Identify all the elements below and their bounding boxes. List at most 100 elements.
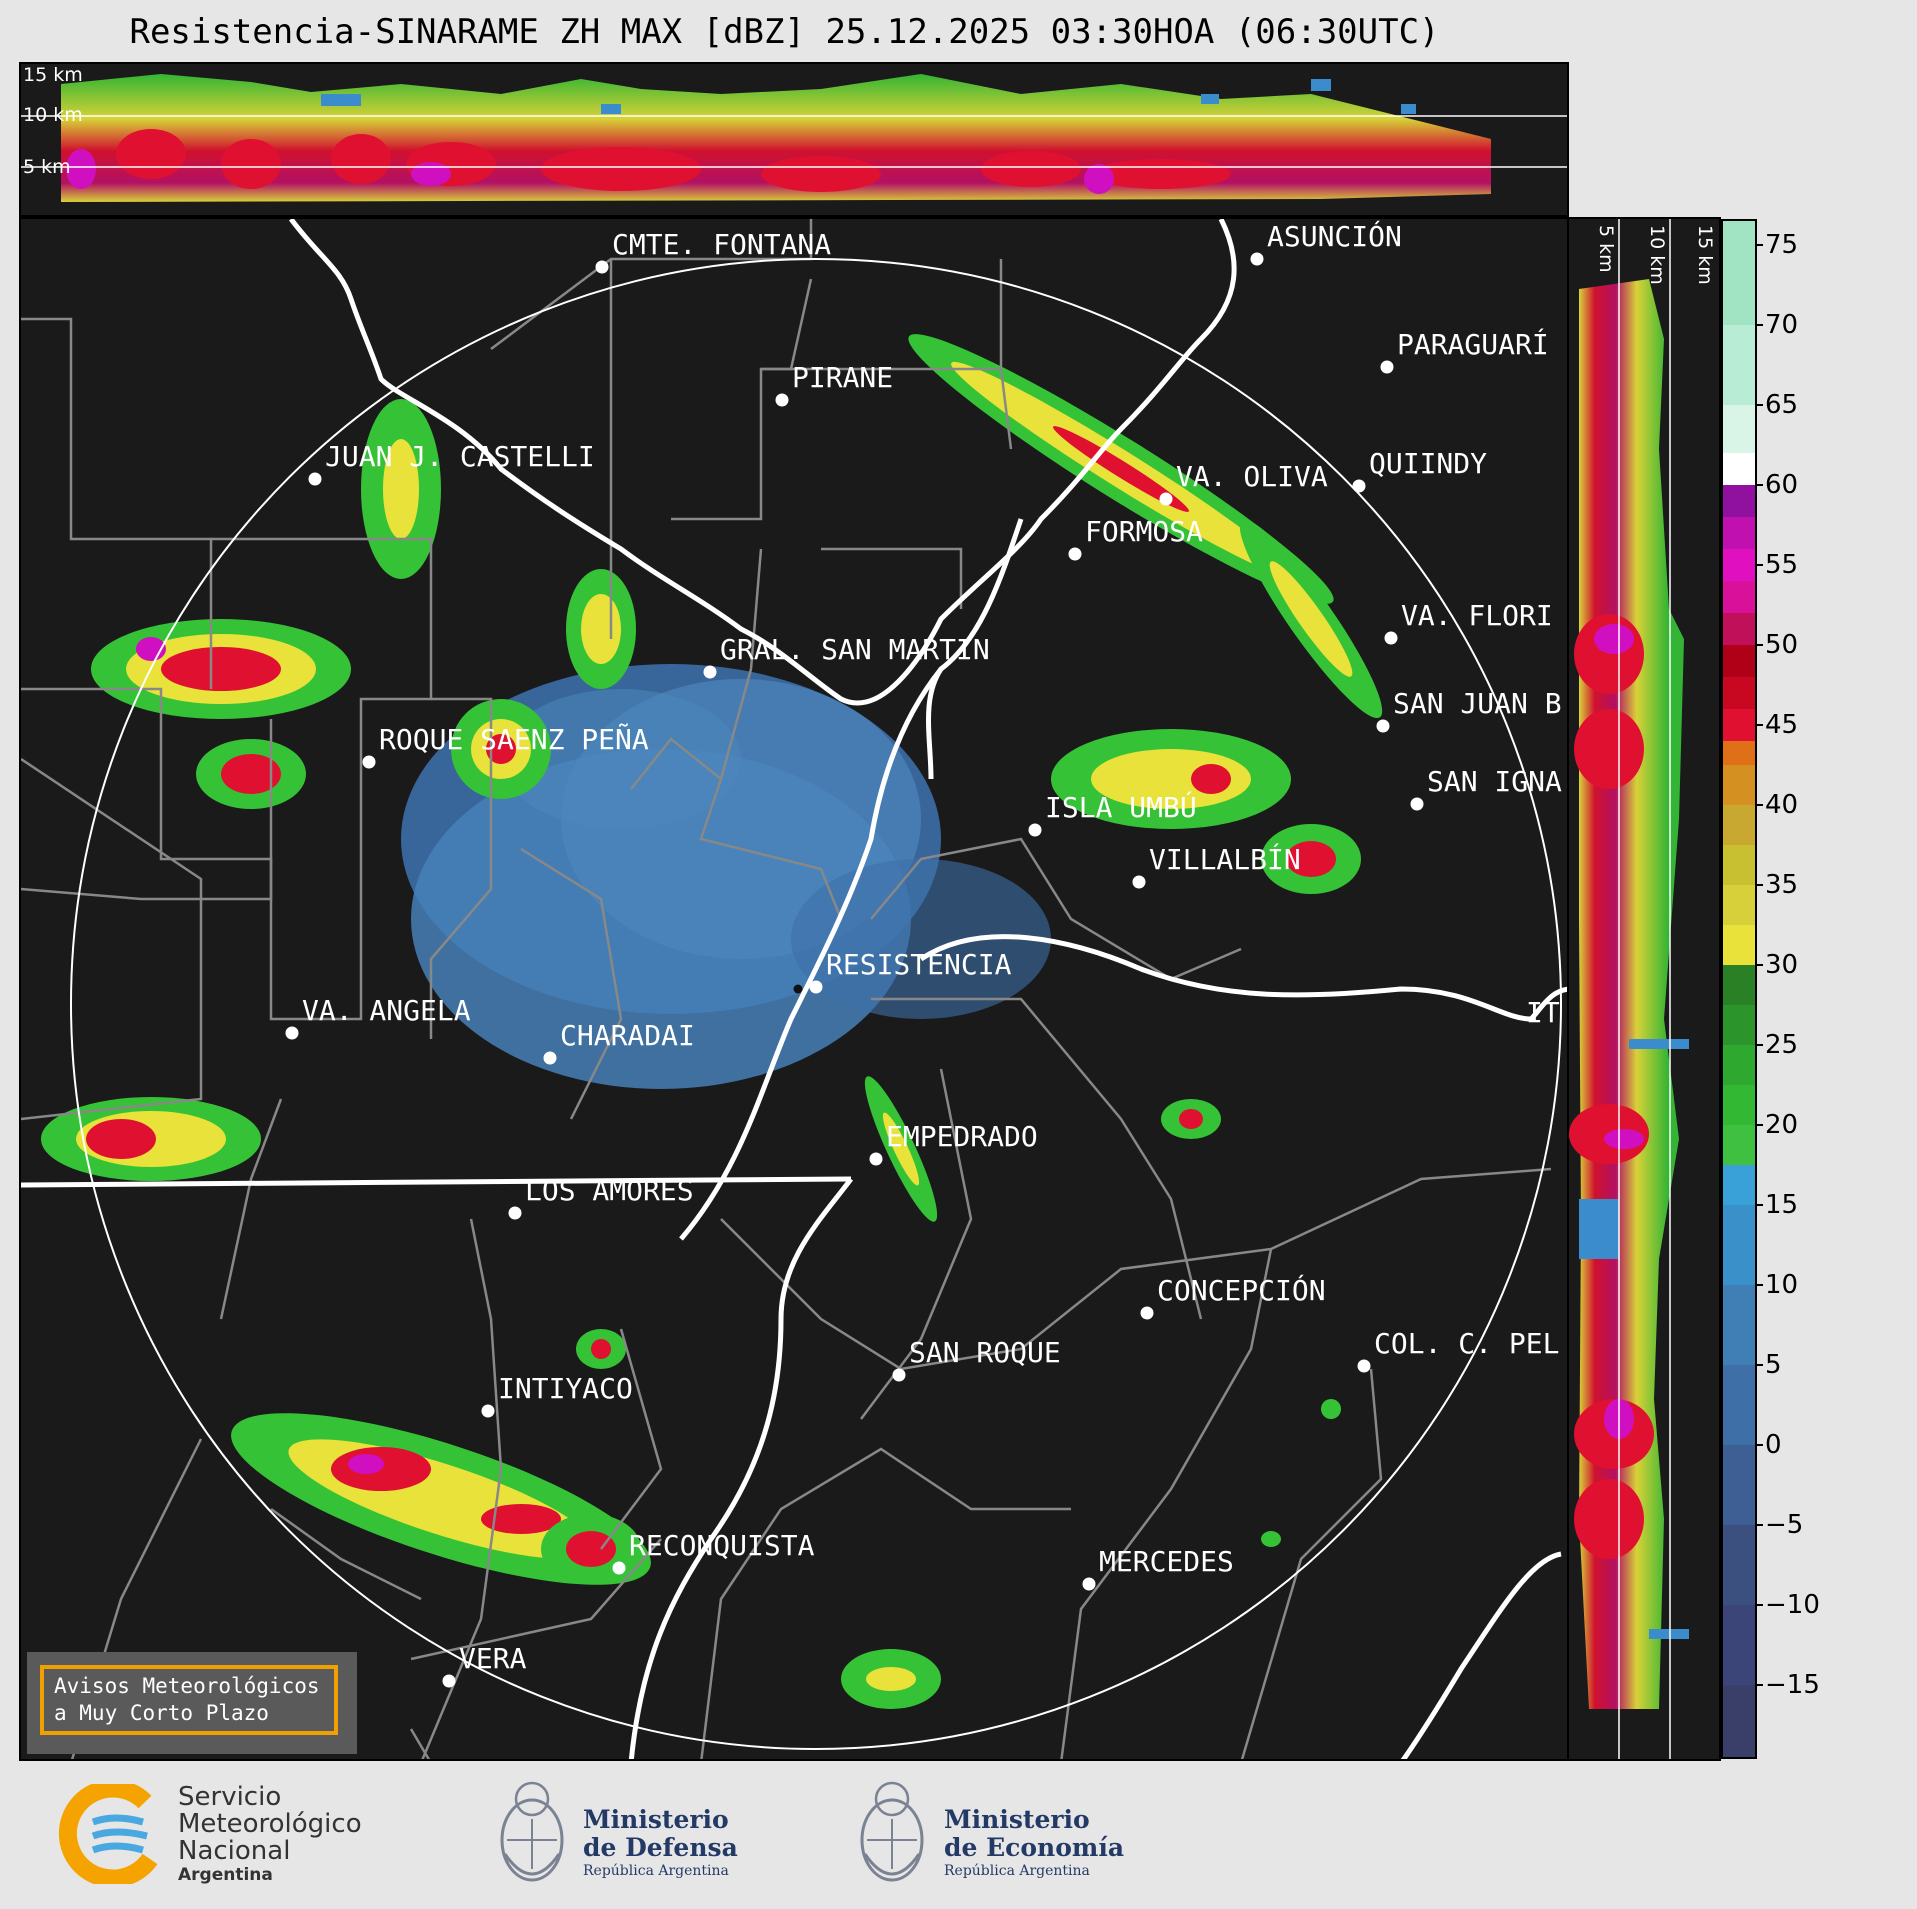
city-label-concepcion: CONCEPCIÓN bbox=[1157, 1274, 1326, 1307]
city-dot-empedrado bbox=[869, 1152, 883, 1166]
city-dot-vera bbox=[442, 1674, 456, 1688]
colorbar-segment bbox=[1723, 453, 1755, 485]
colorbar-segment bbox=[1723, 1285, 1755, 1365]
colorbar-tick-mark bbox=[1757, 1204, 1763, 1206]
city-dot-charadai bbox=[543, 1051, 557, 1065]
colorbar-tick-mark bbox=[1757, 404, 1763, 406]
colorbar-tick-mark bbox=[1757, 324, 1763, 326]
city-label-isla-umbu: ISLA UMBÚ bbox=[1045, 791, 1197, 824]
side-echo-scatter bbox=[1579, 1039, 1689, 1639]
side-height-profile: 5 km 10 km 15 km bbox=[1569, 217, 1721, 1761]
radar-map: CMTE. FONTANA ASUNCIÓN PARAGUARÍ PIRANE … bbox=[19, 217, 1569, 1761]
city-label-asuncion: ASUNCIÓN bbox=[1267, 220, 1402, 253]
page-title: Resistencia-SINARAME ZH MAX [dBZ] 25.12.… bbox=[129, 12, 1440, 52]
colorbar-tick-mark bbox=[1757, 244, 1763, 246]
colorbar-tick-mark bbox=[1757, 1524, 1763, 1526]
colorbar-tick-label: 5 bbox=[1765, 1350, 1782, 1380]
top-height-profile: 15 km 10 km 5 km bbox=[19, 62, 1569, 217]
city-label-empedrado: EMPEDRADO bbox=[886, 1120, 1038, 1153]
city-label-reconquista: RECONQUISTA bbox=[629, 1529, 815, 1562]
colorbar-tick-label: 10 bbox=[1765, 1270, 1799, 1300]
city-dot-villalbin bbox=[1132, 875, 1146, 889]
colorbar-tick-label: 50 bbox=[1765, 630, 1799, 660]
colorbar-segment bbox=[1723, 1365, 1755, 1445]
economia-logo-text: Ministerio de Economía República Argenti… bbox=[944, 1806, 1124, 1880]
colorbar-segment bbox=[1723, 741, 1755, 765]
coat-of-arms-icon-economia bbox=[860, 1781, 924, 1882]
city-label-col-c-pellegrini: COL. C. PEL bbox=[1374, 1327, 1560, 1360]
city-dot-formosa bbox=[1068, 547, 1082, 561]
colorbar-segment bbox=[1723, 517, 1755, 549]
city-dot-va-florida bbox=[1384, 631, 1398, 645]
convective-cells bbox=[41, 334, 1383, 1709]
city-label-va-angela: VA. ANGELA bbox=[302, 994, 471, 1027]
city-label-mercedes: MERCEDES bbox=[1099, 1545, 1234, 1578]
colorbar-tick-label: 60 bbox=[1765, 470, 1799, 500]
top-echo-peaks bbox=[66, 149, 1114, 194]
warning-box: Avisos Meteorológicos a Muy Corto Plazo bbox=[27, 1652, 357, 1754]
city-label-resistencia: RESISTENCIA bbox=[826, 948, 1012, 981]
side-label-10km: 10 km bbox=[1646, 225, 1668, 285]
colorbar-tick-label: 20 bbox=[1765, 1110, 1799, 1140]
city-dot-san-roque bbox=[892, 1368, 906, 1382]
city-label-quiindy: QUIINDY bbox=[1369, 447, 1488, 480]
colorbar-segment bbox=[1723, 1165, 1755, 1205]
city-label-los-amores: LOS AMORES bbox=[525, 1174, 694, 1207]
defensa-line-2: de Defensa bbox=[583, 1833, 738, 1862]
colorbar-tick-mark bbox=[1757, 804, 1763, 806]
colorbar-segment bbox=[1723, 1445, 1755, 1525]
colorbar-tick-label: 45 bbox=[1765, 710, 1799, 740]
colorbar-segment bbox=[1723, 1045, 1755, 1085]
map-graphic bbox=[21, 219, 1567, 1759]
smn-line-2: Meteorológico bbox=[178, 1809, 362, 1839]
colorbar-segment bbox=[1723, 885, 1755, 925]
city-label-va-oliva: VA. OLIVA bbox=[1176, 460, 1328, 493]
warning-text: Avisos Meteorológicos a Muy Corto Plazo bbox=[40, 1665, 338, 1735]
colorbar-segment bbox=[1723, 925, 1755, 965]
city-dot-va-oliva bbox=[1159, 492, 1173, 506]
city-dot-san-ignacio bbox=[1410, 797, 1424, 811]
smn-line-4: Argentina bbox=[178, 1865, 273, 1885]
colorbar-segment bbox=[1723, 765, 1755, 805]
colorbar-segment bbox=[1723, 1125, 1755, 1165]
side-echo-peaks bbox=[1594, 624, 1644, 1439]
colorbar-tick-mark bbox=[1757, 1044, 1763, 1046]
colorbar-segment bbox=[1723, 709, 1755, 741]
colorbar-tick-mark bbox=[1757, 724, 1763, 726]
city-label-cmte-fontana: CMTE. FONTANA bbox=[612, 228, 832, 261]
colorbar-segment bbox=[1723, 1605, 1755, 1685]
colorbar-segment bbox=[1723, 581, 1755, 613]
colorbar-tick-mark bbox=[1757, 1684, 1763, 1686]
defensa-logo-text: Ministerio de Defensa República Argentin… bbox=[583, 1806, 738, 1880]
city-label-san-ignacio: SAN IGNA bbox=[1427, 765, 1562, 798]
city-dot-paraguari bbox=[1380, 360, 1394, 374]
colorbar-segment bbox=[1723, 1525, 1755, 1605]
colorbar-tick-label: 25 bbox=[1765, 1030, 1799, 1060]
colorbar-tick-label: 15 bbox=[1765, 1190, 1799, 1220]
smn-logo-icon bbox=[58, 1784, 158, 1884]
colorbar-tick-label: 40 bbox=[1765, 790, 1799, 820]
colorbar-tick-label: −10 bbox=[1765, 1590, 1820, 1620]
colorbar-tick-label: 75 bbox=[1765, 230, 1799, 260]
colorbar-segment bbox=[1723, 1085, 1755, 1125]
city-label-pirane: PIRANE bbox=[792, 361, 894, 394]
colorbar-segment bbox=[1723, 1005, 1755, 1045]
colorbar-segment bbox=[1723, 845, 1755, 885]
city-label-gral-san-martin: GRAL. SAN MARTIN bbox=[720, 633, 990, 666]
colorbar-segment bbox=[1723, 325, 1755, 405]
colorbar-segment bbox=[1723, 965, 1755, 1005]
defensa-line-1: Ministerio bbox=[583, 1805, 729, 1834]
colorbar-tick-label: 30 bbox=[1765, 950, 1799, 980]
city-label-juan-j-castelli: JUAN J. CASTELLI bbox=[325, 440, 595, 473]
city-dot-pirane bbox=[775, 393, 789, 407]
colorbar-tick-label: 55 bbox=[1765, 550, 1799, 580]
colorbar-segment bbox=[1723, 805, 1755, 845]
city-label-roque-saenz-pena: ROQUE SAENZ PEÑA bbox=[379, 723, 649, 756]
department-boundaries bbox=[21, 219, 1552, 1759]
colorbar-graphic bbox=[1723, 221, 1755, 1757]
side-label-5km: 5 km bbox=[1595, 225, 1617, 273]
colorbar-tick-mark bbox=[1757, 1444, 1763, 1446]
city-dot-san-juan-b bbox=[1376, 719, 1390, 733]
city-label-paraguari: PARAGUARÍ bbox=[1397, 328, 1549, 361]
